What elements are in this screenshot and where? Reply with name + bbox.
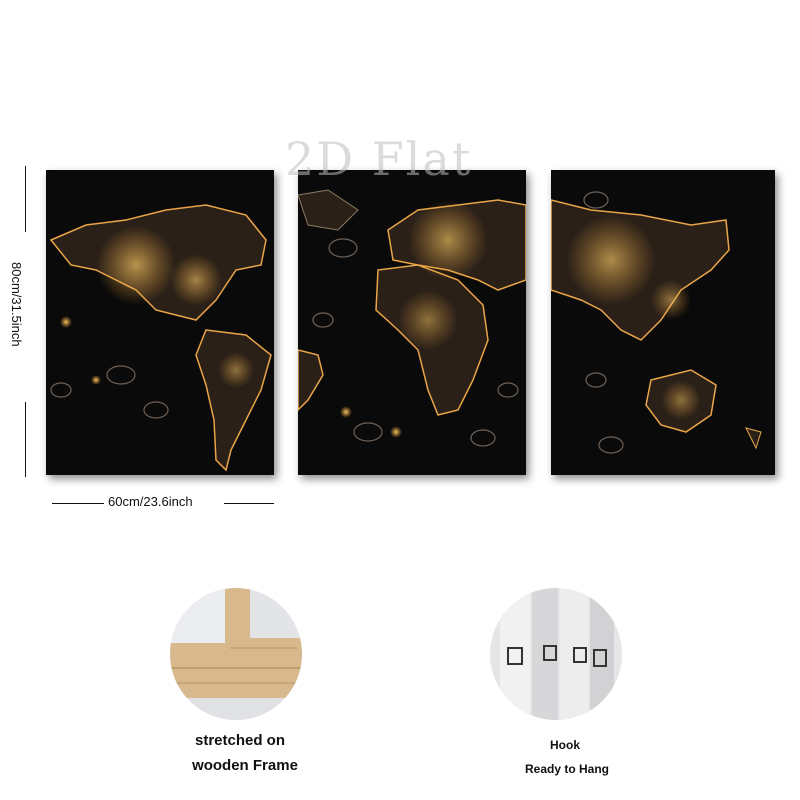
canvas-panel-left [46, 170, 274, 475]
height-dimension-line-bottom [25, 402, 26, 477]
width-dimension-label: 60cm/23.6inch [108, 494, 193, 509]
width-dimension-line-right [224, 503, 274, 504]
americas-map-art [46, 170, 274, 475]
asia-australia-map-art [551, 170, 775, 475]
frame-caption-line1: stretched on [194, 732, 285, 749]
watermark: 2D Flat [285, 132, 473, 186]
canvas-panel-right [551, 170, 775, 475]
height-dimension-label: 80cm/31.5inch [9, 262, 24, 347]
hook-caption-line2: Ready to Hang [524, 762, 609, 776]
frame-caption-line2: wooden Frame [192, 757, 298, 774]
hook-caption-line1: Hook [550, 738, 580, 752]
wooden-frame-photo [170, 588, 302, 720]
width-dimension-line-left [52, 503, 104, 504]
hook-photo [490, 588, 622, 720]
height-dimension-line-top [25, 166, 26, 232]
canvas-panel-middle [298, 170, 526, 475]
europe-africa-map-art [298, 170, 526, 475]
